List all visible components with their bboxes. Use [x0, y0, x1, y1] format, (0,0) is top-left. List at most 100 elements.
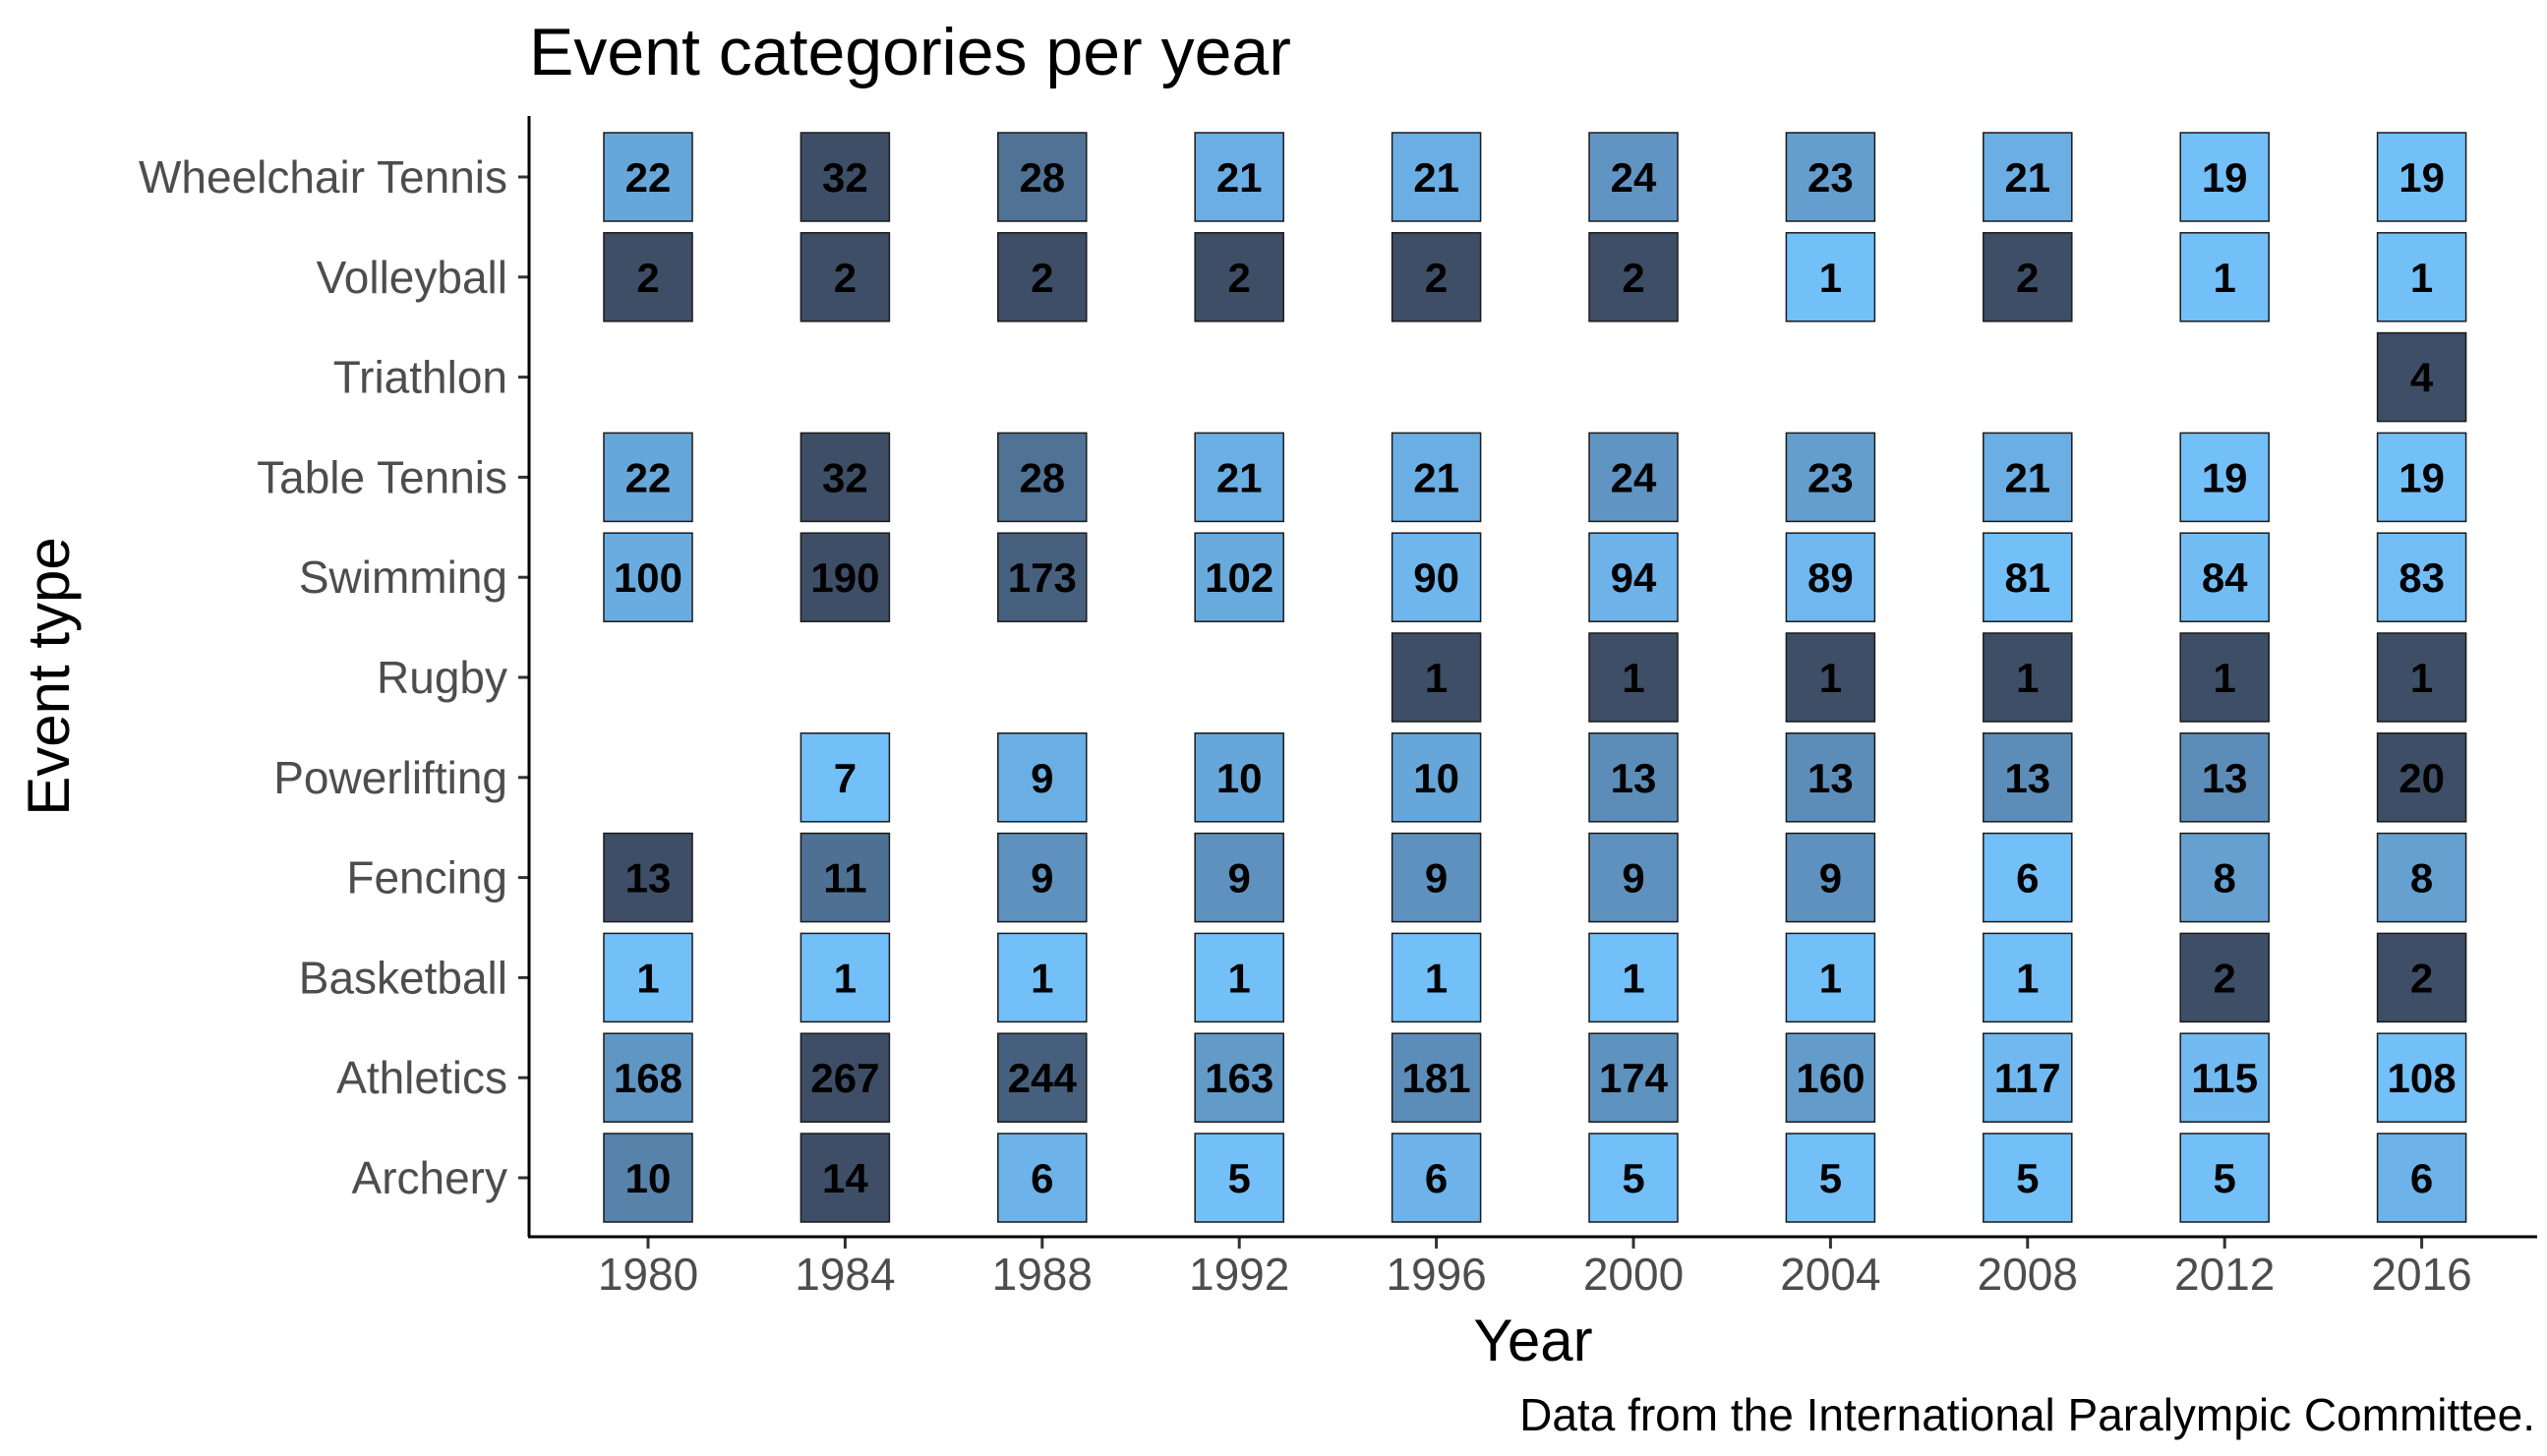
tile-archery-1984: [800, 1133, 891, 1223]
tile-athletics-1988: [997, 1032, 1088, 1123]
cell-label-table-tennis-1992: 21: [1216, 454, 1263, 500]
tile-powerlifting-2016: [2376, 732, 2467, 823]
y-tick-label-triathlon: Triathlon: [333, 352, 507, 403]
cell-label-volleyball-2016: 1: [2410, 255, 2433, 301]
tile-powerlifting-1996: [1391, 732, 1482, 823]
cell-label-basketball-2008: 1: [2016, 955, 2039, 1001]
tile-wheelchair-tennis-1996: [1391, 132, 1482, 222]
tile-powerlifting-2012: [2179, 732, 2270, 823]
cell-label-athletics-2012: 115: [2191, 1055, 2258, 1101]
y-tick-label-table-tennis: Table Tennis: [257, 451, 507, 502]
cell-label-triathlon-2016: 4: [2410, 355, 2434, 401]
cell-label-fencing-1984: 11: [823, 855, 866, 902]
cell-label-fencing-2016: 8: [2410, 855, 2433, 902]
tile-fencing-1984: [800, 832, 891, 923]
tile-volleyball-2004: [1785, 232, 1876, 322]
tile-swimming-1980: [603, 532, 693, 622]
tile-table-tennis-1996: [1391, 432, 1482, 523]
tile-powerlifting-2004: [1785, 732, 1876, 823]
tile-rugby-2012: [2179, 632, 2270, 723]
chart-title: Event categories per year: [529, 15, 1291, 89]
cell-label-swimming-1980: 100: [614, 554, 682, 601]
cell-label-powerlifting-1984: 7: [834, 755, 857, 801]
x-tick-label-1996: 1996: [1386, 1249, 1486, 1300]
cell-label-archery-1996: 6: [1425, 1155, 1448, 1201]
cell-label-fencing-2004: 9: [1819, 855, 1842, 902]
tile-volleyball-1980: [603, 232, 693, 322]
tile-archery-1996: [1391, 1133, 1482, 1223]
cell-label-wheelchair-tennis-2004: 23: [1807, 154, 1854, 201]
tile-fencing-1988: [997, 832, 1088, 923]
cell-label-archery-1992: 5: [1228, 1155, 1251, 1201]
y-tick-label-rugby: Rugby: [377, 652, 507, 703]
cell-label-volleyball-2004: 1: [1819, 255, 1842, 301]
cell-label-volleyball-2000: 2: [1622, 255, 1644, 301]
tile-fencing-2012: [2179, 832, 2270, 923]
cell-label-wheelchair-tennis-1996: 21: [1413, 154, 1459, 201]
cell-label-fencing-1988: 9: [1031, 855, 1053, 902]
cell-label-powerlifting-2012: 13: [2202, 755, 2248, 801]
cell-label-volleyball-1988: 2: [1031, 255, 1053, 301]
cell-label-fencing-2008: 6: [2016, 855, 2039, 902]
cell-label-powerlifting-1996: 10: [1413, 755, 1459, 801]
cell-label-volleyball-1980: 2: [636, 255, 659, 301]
tile-volleyball-2016: [2376, 232, 2467, 322]
y-axis-title: Event type: [16, 537, 82, 816]
tile-swimming-2000: [1588, 532, 1679, 622]
cell-label-fencing-1992: 9: [1228, 855, 1251, 902]
cell-label-swimming-1996: 90: [1413, 554, 1459, 601]
tile-rugby-2000: [1588, 632, 1679, 723]
cell-label-athletics-1984: 267: [810, 1055, 879, 1101]
tile-swimming-2016: [2376, 532, 2467, 622]
cell-label-archery-1988: 6: [1031, 1155, 1053, 1201]
tile-basketball-1984: [800, 932, 891, 1023]
tile-athletics-2004: [1785, 1032, 1876, 1123]
tile-basketball-2012: [2179, 932, 2270, 1023]
y-tick-label-athletics: Athletics: [336, 1052, 507, 1103]
tile-fencing-2004: [1785, 832, 1876, 923]
tile-swimming-1992: [1194, 532, 1284, 622]
y-tick-label-wheelchair-tennis: Wheelchair Tennis: [139, 151, 507, 203]
x-tick-label-2012: 2012: [2174, 1249, 2275, 1300]
tile-volleyball-2000: [1588, 232, 1679, 322]
tile-fencing-2008: [1983, 832, 2073, 923]
cell-label-volleyball-2008: 2: [2016, 255, 2039, 301]
tile-table-tennis-2000: [1588, 432, 1679, 523]
chart-caption: Data from the International Paralympic C…: [1519, 1389, 2535, 1440]
tile-basketball-1996: [1391, 932, 1482, 1023]
tile-basketball-1992: [1194, 932, 1284, 1023]
cell-label-wheelchair-tennis-2000: 24: [1611, 154, 1657, 201]
tile-basketball-1988: [997, 932, 1088, 1023]
tile-wheelchair-tennis-1984: [800, 132, 891, 222]
cell-label-wheelchair-tennis-2016: 19: [2399, 154, 2445, 201]
tile-archery-2016: [2376, 1133, 2467, 1223]
tile-athletics-2008: [1983, 1032, 2073, 1123]
cell-label-athletics-2008: 117: [1994, 1055, 2061, 1101]
cell-label-fencing-2000: 9: [1622, 855, 1644, 902]
cell-label-powerlifting-2000: 13: [1611, 755, 1657, 801]
y-tick-label-volleyball: Volleyball: [317, 252, 507, 303]
cell-label-table-tennis-2016: 19: [2399, 454, 2445, 500]
x-tick-label-2004: 2004: [1780, 1249, 1880, 1300]
y-tick-label-powerlifting: Powerlifting: [273, 752, 507, 803]
cell-label-wheelchair-tennis-1992: 21: [1216, 154, 1263, 201]
cell-label-swimming-2016: 83: [2399, 554, 2445, 601]
cell-label-swimming-1992: 102: [1205, 554, 1274, 601]
y-tick-labels: Archery Athletics Basketball Fencing Powerli…: [139, 151, 529, 1203]
tile-table-tennis-1992: [1194, 432, 1284, 523]
cell-label-athletics-2016: 108: [2388, 1055, 2457, 1101]
tile-athletics-2000: [1588, 1032, 1679, 1123]
cell-label-table-tennis-2008: 21: [2004, 454, 2050, 500]
tile-powerlifting-1988: [997, 732, 1088, 823]
tile-triathlon-2016: [2376, 331, 2467, 423]
cell-label-athletics-1980: 168: [614, 1055, 682, 1101]
cell-label-basketball-1984: 1: [834, 955, 857, 1001]
cell-label-basketball-2004: 1: [1819, 955, 1842, 1001]
tile-athletics-1992: [1194, 1032, 1284, 1123]
cell-label-swimming-1984: 190: [810, 554, 879, 601]
tile-athletics-1980: [603, 1032, 693, 1123]
cell-label-wheelchair-tennis-1988: 28: [1019, 154, 1065, 201]
tile-swimming-2012: [2179, 532, 2270, 622]
